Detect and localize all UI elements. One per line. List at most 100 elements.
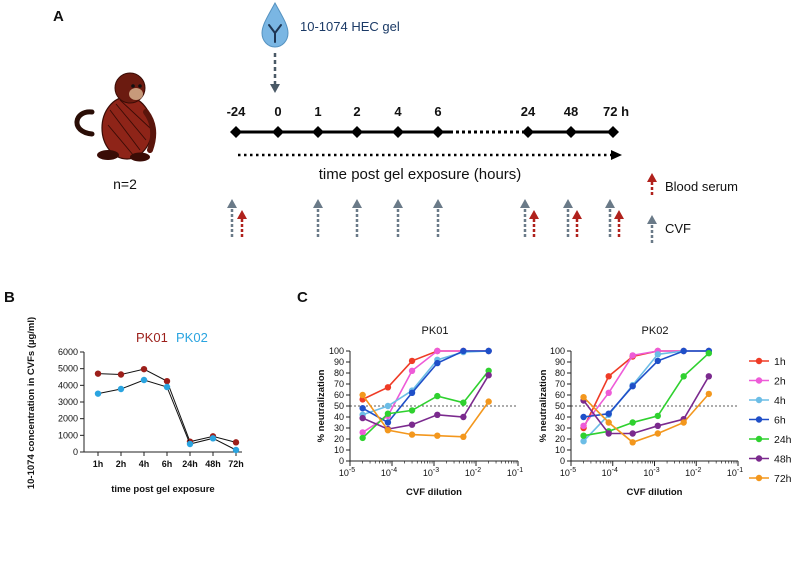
data-point-48h: [485, 372, 492, 379]
data-point-48h: [408, 421, 416, 428]
series-line-72h: [583, 393, 710, 444]
y-tick-label: 0: [339, 456, 344, 466]
data-point-4h: [384, 402, 392, 410]
data-point-72h: [485, 398, 492, 405]
series-line-6h: [583, 350, 709, 418]
y-tick-label: 30: [555, 423, 565, 433]
timeline-tick-label: 48: [564, 104, 578, 119]
time-axis-arrow-head: [611, 150, 622, 160]
series-line-6h: [362, 350, 489, 424]
legend-serum: Blood serum: [647, 173, 738, 195]
data-point-2h: [629, 352, 636, 359]
data-point-72h: [605, 419, 612, 426]
legend-label: 48h: [774, 454, 792, 466]
gel-arrow-head: [270, 84, 280, 93]
y-tick-label: 70: [555, 379, 565, 389]
y-tick-label: 80: [555, 368, 565, 378]
legend-label-pk01: PK01: [136, 330, 168, 345]
timeline-tick-label: 2: [353, 104, 360, 119]
y-tick-label: 2000: [58, 414, 78, 424]
y-tick-label: 60: [334, 390, 344, 400]
data-point-6h: [485, 347, 492, 355]
legend-label: 2h: [774, 376, 786, 388]
antibody-drop-icon: [261, 1, 289, 48]
timeline-marker: [351, 126, 363, 138]
y-tick-label: 10: [334, 445, 344, 455]
data-point-6h: [580, 413, 587, 421]
y-tick-label: 90: [555, 357, 565, 367]
y-tick-label: 100: [550, 346, 565, 356]
data-point-24h: [654, 412, 662, 420]
data-point-pk02: [94, 390, 102, 397]
legend-swatch-dot: [755, 377, 763, 384]
timeline-marker: [272, 126, 284, 138]
data-point-pk02: [163, 383, 171, 391]
data-point-72h: [654, 430, 662, 437]
x-tick-label: 48h: [205, 459, 221, 469]
timeline-tick-label: 1: [314, 104, 321, 119]
data-point-6h: [408, 389, 416, 396]
data-point-24h: [485, 367, 492, 374]
data-point-24h: [580, 432, 587, 439]
data-point-1h: [408, 357, 416, 365]
legend-label: 72h: [774, 473, 792, 485]
cvf-sample-arrow-head: [433, 199, 443, 208]
serum-sample-arrow-head: [572, 210, 582, 219]
chart-title: PK02: [642, 325, 669, 337]
data-point-72h: [629, 439, 636, 446]
data-point-2h: [359, 429, 366, 436]
x-tick-label: 4h: [139, 459, 150, 469]
x-tick-label: 10-4: [381, 467, 397, 478]
timeline-marker: [230, 126, 242, 138]
y-tick-label: 90: [334, 357, 344, 367]
data-point-72h: [408, 431, 416, 438]
y-tick-label: 4000: [58, 380, 78, 390]
series-line-48h: [582, 375, 710, 435]
data-point-6h: [460, 347, 467, 355]
data-point-pk02: [209, 435, 217, 442]
y-tick-label: 20: [334, 434, 344, 444]
y-tick-label: 50: [555, 401, 565, 411]
timeline-marker: [392, 126, 404, 138]
data-point-72h: [680, 419, 687, 426]
data-point-24h: [460, 399, 467, 406]
timeline-marker: [522, 126, 534, 138]
cvf-sample-arrow-head: [520, 199, 530, 208]
y-axis-title: % neutralization: [316, 369, 327, 442]
panel-b-concentration-chart: 0 1000 2000 3000 4000 5000 6000 1h 2h 4h 6h 24h 48h 7…: [26, 317, 244, 495]
cvf-sample-arrow-head: [393, 199, 403, 208]
data-point-72h: [580, 394, 587, 401]
panel-a-timeline: n=2 10-1074 HEC gel -24 0 1 2 4 6 24 48 72 h tim…: [74, 1, 738, 243]
x-axis-title: CVF dilution: [627, 487, 683, 498]
legend-swatch-dot: [755, 357, 763, 365]
series-line-4h: [362, 350, 489, 416]
data-point-2h: [434, 347, 441, 355]
data-point-72h: [384, 427, 392, 434]
cvf-legend-arrow-head: [647, 215, 657, 224]
data-point-6h: [605, 410, 612, 417]
data-point-pk02: [232, 446, 240, 454]
data-point-48h: [359, 414, 366, 422]
data-point-48h: [434, 411, 441, 418]
data-point-pk02: [117, 385, 125, 393]
x-axis-title: CVF dilution: [406, 487, 462, 498]
y-tick-label: 0: [73, 447, 78, 457]
timeline-marker: [312, 126, 324, 138]
y-tick-label: 0: [560, 456, 565, 466]
cvf-sample-arrow-head: [563, 199, 573, 208]
legend-label: 6h: [774, 415, 786, 427]
legend-cvf: CVF: [647, 215, 691, 243]
legend-label: 1h: [774, 356, 786, 368]
data-point-24h: [680, 373, 687, 380]
data-point-48h: [654, 422, 662, 429]
y-tick-label: 10: [555, 445, 565, 455]
y-axis-title: % neutralization: [538, 369, 549, 442]
y-tick-label: 80: [334, 368, 344, 378]
x-tick-label: 10-5: [560, 467, 576, 478]
y-tick-label: 40: [334, 412, 344, 422]
data-point-48h: [705, 373, 713, 380]
serum-legend-arrow-head: [647, 173, 657, 182]
panel-letter-c: C: [297, 289, 308, 306]
x-tick-label: 10-3: [423, 467, 439, 478]
